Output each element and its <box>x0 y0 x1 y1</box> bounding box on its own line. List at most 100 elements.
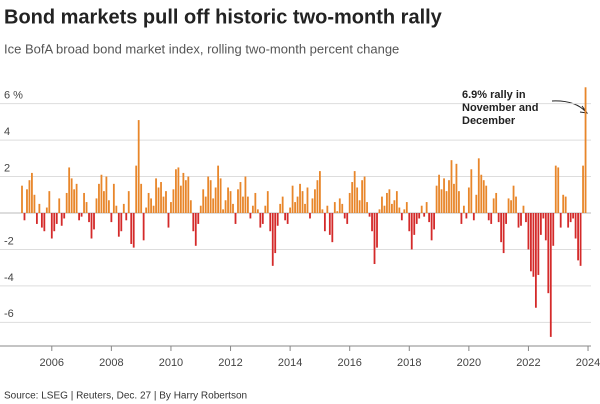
bar <box>480 174 483 213</box>
bar <box>448 180 450 213</box>
bar <box>187 176 190 213</box>
bar <box>453 183 455 213</box>
bar <box>65 192 68 213</box>
bar <box>477 158 480 213</box>
bar <box>539 213 542 235</box>
bar <box>299 183 301 213</box>
bar <box>341 203 344 213</box>
bar <box>281 196 284 213</box>
bar <box>455 163 458 213</box>
bar <box>458 191 460 213</box>
chart-title: Bond markets pull off historic two-month… <box>4 6 443 28</box>
bar <box>107 200 110 213</box>
bar <box>189 200 192 213</box>
bar <box>475 194 478 213</box>
bar <box>515 196 517 213</box>
bar <box>222 209 224 213</box>
bar <box>256 209 259 213</box>
bar <box>90 213 93 239</box>
bar <box>470 169 473 213</box>
bar <box>438 174 440 213</box>
bar <box>584 87 587 213</box>
bar <box>537 213 540 275</box>
bar <box>78 213 81 221</box>
bar <box>381 196 383 213</box>
bar <box>408 213 411 232</box>
arrow-head <box>579 105 589 114</box>
bar <box>574 213 577 239</box>
bar <box>517 213 520 228</box>
bar <box>331 213 334 243</box>
bar <box>549 213 552 337</box>
bar <box>100 174 103 213</box>
bar <box>338 198 341 213</box>
bar <box>232 203 234 213</box>
bar <box>88 213 90 223</box>
bar <box>343 213 346 219</box>
bar <box>28 180 31 213</box>
bar <box>251 205 254 213</box>
bar <box>554 165 557 213</box>
bar <box>467 187 470 213</box>
bar <box>400 213 403 221</box>
bar <box>73 189 76 213</box>
bar <box>244 176 247 213</box>
bar <box>428 213 431 223</box>
bar <box>120 213 123 232</box>
bar <box>80 213 83 217</box>
x-tick-label: 2016 <box>337 357 361 369</box>
bar <box>495 192 498 213</box>
bar <box>122 203 125 213</box>
x-tick-label: 2006 <box>40 357 64 369</box>
bar <box>534 213 537 308</box>
bar <box>326 205 329 213</box>
bar <box>353 171 356 213</box>
bar <box>33 194 36 213</box>
bar <box>552 213 555 246</box>
bar <box>266 191 269 213</box>
bar <box>391 203 393 213</box>
bar <box>50 213 53 239</box>
bar <box>413 213 416 235</box>
bar <box>371 213 373 232</box>
bar <box>264 205 267 213</box>
bar <box>497 213 500 223</box>
bar <box>358 200 361 213</box>
bar <box>274 213 277 254</box>
bar <box>70 178 73 213</box>
y-tick-label: 2 <box>4 162 10 174</box>
bar <box>363 176 366 213</box>
bar <box>207 176 210 213</box>
bar <box>314 189 316 213</box>
annotation: December <box>462 115 516 127</box>
bar <box>403 209 406 213</box>
bar <box>63 213 66 219</box>
bar <box>35 213 38 224</box>
bar <box>110 213 113 223</box>
bar <box>383 205 386 213</box>
bar <box>294 202 296 213</box>
bar <box>98 183 100 213</box>
y-tick-label: -6 <box>4 308 14 320</box>
bar <box>140 183 143 213</box>
bar <box>492 198 495 213</box>
bar <box>254 192 257 213</box>
bar <box>182 172 185 213</box>
bar <box>482 180 485 213</box>
bar <box>333 202 336 213</box>
bar <box>175 169 177 213</box>
bar <box>462 205 465 213</box>
bar <box>527 213 530 250</box>
bar <box>271 213 274 266</box>
x-tick-label: 2014 <box>278 357 302 369</box>
bar <box>152 205 155 213</box>
bar <box>373 213 376 265</box>
bar <box>117 213 120 237</box>
bar <box>579 213 582 266</box>
x-tick-label: 2020 <box>457 357 481 369</box>
bar <box>127 191 130 213</box>
bar <box>125 213 128 221</box>
bar <box>249 213 252 219</box>
bar <box>376 213 378 248</box>
